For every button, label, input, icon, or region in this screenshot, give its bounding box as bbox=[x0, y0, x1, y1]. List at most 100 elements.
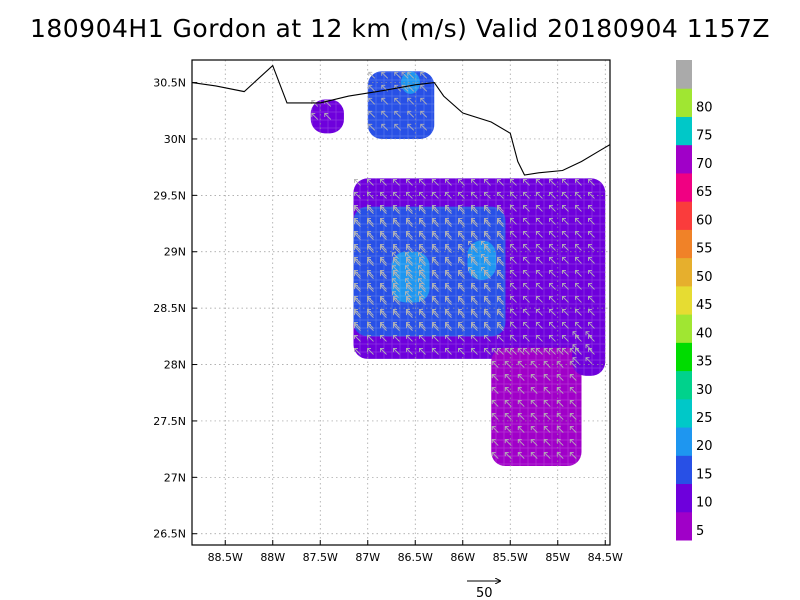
wind-vector-head bbox=[419, 178, 423, 183]
wind-vector bbox=[419, 322, 426, 329]
wind-vector bbox=[354, 192, 361, 199]
wind-vector bbox=[367, 283, 374, 290]
wind-vector bbox=[393, 283, 400, 290]
wind-vector bbox=[562, 348, 569, 355]
wind-vector-head bbox=[380, 334, 384, 339]
wind-vector bbox=[354, 309, 361, 316]
wind-vector-head bbox=[523, 334, 527, 339]
wind-vector bbox=[575, 192, 582, 199]
wind-vector bbox=[419, 272, 426, 279]
wind-vector bbox=[393, 179, 400, 186]
wind-vector bbox=[445, 335, 452, 342]
reference-vector: 50 bbox=[467, 581, 500, 600]
wind-vector-head bbox=[484, 347, 488, 352]
wind-vector bbox=[354, 270, 361, 277]
wind-vector bbox=[420, 71, 428, 79]
wind-vector-head bbox=[523, 204, 527, 209]
wind-vector-head bbox=[491, 374, 496, 379]
wind-vector bbox=[458, 244, 465, 251]
wind-vector-head bbox=[517, 452, 522, 457]
wind-vector bbox=[354, 244, 361, 251]
wind-vector bbox=[569, 374, 577, 381]
wind-vector-head bbox=[432, 347, 436, 352]
wind-vector bbox=[368, 110, 376, 118]
wind-vector-head bbox=[588, 269, 592, 274]
lon-tick-label: 84.5W bbox=[588, 551, 623, 564]
wind-vector-head bbox=[380, 311, 384, 316]
wind-vector-head bbox=[517, 387, 522, 392]
wind-vector-head bbox=[588, 282, 592, 287]
wind-vector bbox=[497, 270, 504, 277]
wind-vector bbox=[381, 110, 389, 118]
wind-vector-head bbox=[523, 347, 527, 352]
wind-vector bbox=[471, 309, 478, 316]
wind-vector bbox=[484, 296, 491, 303]
wind-vector bbox=[406, 259, 413, 266]
wind-vector bbox=[497, 207, 504, 214]
wind-vector bbox=[445, 207, 452, 214]
wind-vector-head bbox=[588, 217, 592, 222]
colorbar-swatch bbox=[676, 257, 692, 287]
wind-vector-head bbox=[394, 97, 399, 102]
wind-vector bbox=[497, 257, 504, 264]
wind-vector-head bbox=[504, 387, 509, 392]
wind-vector bbox=[380, 233, 387, 240]
wind-vector-head bbox=[393, 220, 397, 225]
wind-vector-head bbox=[530, 439, 535, 444]
wind-vector bbox=[380, 179, 387, 186]
reference-vector-label: 50 bbox=[476, 586, 493, 600]
wind-vector-head bbox=[419, 311, 423, 316]
wind-vector-head bbox=[445, 285, 449, 290]
wind-vector-head bbox=[445, 347, 449, 352]
wind-vector bbox=[562, 296, 569, 303]
wind-vector bbox=[432, 246, 439, 253]
wind-vector bbox=[368, 84, 376, 92]
wind-vector-head bbox=[588, 347, 592, 352]
wind-vector bbox=[536, 270, 543, 277]
wind-vector-head bbox=[569, 426, 574, 431]
wind-vector bbox=[569, 413, 577, 420]
wind-vector bbox=[380, 244, 387, 251]
wind-vector bbox=[484, 207, 491, 214]
wind-vector-head bbox=[569, 439, 574, 444]
wind-vector-head bbox=[536, 204, 540, 209]
wind-vector bbox=[445, 205, 452, 212]
wind-vector-head bbox=[562, 217, 566, 222]
wind-vector-head bbox=[419, 285, 423, 290]
wind-vector-head bbox=[393, 207, 397, 212]
wind-vector bbox=[392, 291, 399, 299]
colorbar-swatch bbox=[676, 398, 692, 428]
wind-vector bbox=[497, 285, 504, 292]
wind-vector bbox=[510, 335, 517, 342]
wind-vector-head bbox=[481, 241, 485, 245]
wind-vector bbox=[354, 296, 361, 303]
wind-vector-head bbox=[432, 220, 436, 225]
wind-vector-head bbox=[405, 252, 409, 257]
wind-vector-head bbox=[354, 233, 358, 238]
wind-vector bbox=[543, 374, 551, 381]
wind-vector bbox=[380, 322, 387, 329]
wind-vector-head bbox=[458, 311, 462, 316]
wind-vector-head bbox=[406, 220, 410, 225]
wind-vector bbox=[406, 205, 413, 212]
wind-vector-head bbox=[549, 308, 553, 313]
wind-vector bbox=[491, 439, 499, 446]
wind-vector bbox=[354, 348, 361, 355]
wind-vector bbox=[393, 246, 400, 253]
wind-vector-head bbox=[419, 259, 423, 264]
wind-vector-head bbox=[536, 178, 540, 183]
wind-vector bbox=[536, 179, 543, 186]
wind-vector-head bbox=[368, 110, 373, 115]
wind-vector-head bbox=[380, 246, 384, 251]
wind-vector bbox=[484, 218, 491, 225]
wind-vector-head bbox=[588, 243, 592, 248]
colorbar-swatch bbox=[676, 172, 692, 202]
wind-vector bbox=[510, 205, 517, 212]
wind-vector-head bbox=[420, 110, 425, 115]
wind-vector bbox=[419, 244, 426, 251]
wind-vector-head bbox=[569, 361, 574, 366]
wind-vector bbox=[445, 218, 452, 225]
wind-vector-head bbox=[523, 308, 527, 313]
wind-vector-head bbox=[562, 256, 566, 261]
wind-vector bbox=[394, 110, 402, 118]
